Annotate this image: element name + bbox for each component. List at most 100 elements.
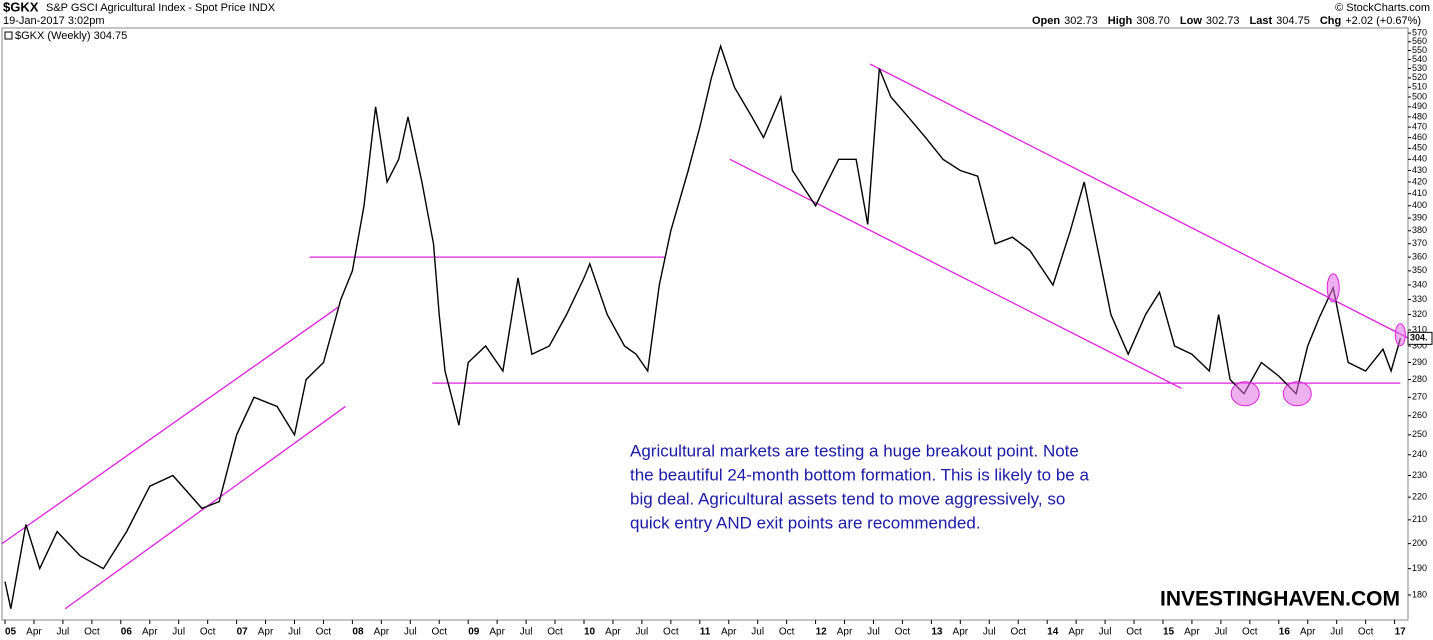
- x-tick-label: 08: [352, 627, 364, 638]
- x-tick-label: 16: [1279, 627, 1291, 638]
- x-tick-label: Apr: [374, 627, 390, 638]
- x-tick-label: Oct: [895, 627, 911, 638]
- x-tick-label: Oct: [779, 627, 795, 638]
- symbol: $GKX: [3, 0, 39, 14]
- y-tick-label: 260: [1412, 410, 1427, 420]
- y-tick-label: 380: [1412, 225, 1427, 235]
- index-name: S&P GSCI Agricultural Index - Spot Price…: [46, 2, 276, 14]
- y-tick-label: 350: [1412, 265, 1427, 275]
- y-tick-label: 320: [1412, 309, 1427, 319]
- y-tick-label: 180: [1412, 589, 1427, 599]
- plot-frame: [1, 27, 1409, 621]
- x-tick-label: 05: [5, 627, 17, 638]
- y-tick-label: 270: [1412, 392, 1427, 402]
- y-tick-label: 540: [1412, 54, 1427, 64]
- y-tick-label: 400: [1412, 200, 1427, 210]
- y-tick-label: 460: [1412, 132, 1427, 142]
- x-tick-label: Apr: [1184, 627, 1200, 638]
- x-tick-label: Apr: [953, 627, 969, 638]
- x-tick-label: Jul: [404, 627, 417, 638]
- x-tick-label: Jul: [288, 627, 301, 638]
- y-tick-label: 510: [1412, 82, 1427, 92]
- x-tick-label: Oct: [431, 627, 447, 638]
- annotation-line: the beautiful 24-month bottom formation.…: [630, 465, 1089, 484]
- x-tick-label: 17: [1395, 627, 1407, 638]
- x-tick-label: 12: [816, 627, 828, 638]
- x-tick-label: Jul: [983, 627, 996, 638]
- highlight: [1230, 381, 1260, 407]
- x-tick-label: Jul: [635, 627, 648, 638]
- x-tick-label: 13: [931, 627, 943, 638]
- stat-value: 302.73: [1064, 15, 1098, 27]
- y-tick-label: 290: [1412, 357, 1427, 367]
- x-tick-label: 06: [121, 627, 133, 638]
- x-tick-label: Jul: [520, 627, 533, 638]
- y-tick-label: 250: [1412, 429, 1427, 439]
- y-tick-label: 410: [1412, 188, 1427, 198]
- y-tick-label: 550: [1412, 45, 1427, 55]
- x-tick-label: Apr: [1300, 627, 1316, 638]
- y-tick-label: 280: [1412, 374, 1427, 384]
- x-tick-label: 14: [1047, 627, 1059, 638]
- x-tick-label: Oct: [1358, 627, 1374, 638]
- legend-icon: [4, 31, 13, 40]
- x-tick-label: Oct: [1010, 627, 1026, 638]
- timestamp: 19-Jan-2017 3:02pm: [3, 15, 105, 27]
- y-tick-label: 490: [1412, 101, 1427, 111]
- y-tick-label: 470: [1412, 122, 1427, 132]
- highlight: [1282, 381, 1312, 407]
- x-tick-label: Apr: [489, 627, 505, 638]
- y-tick-label: 440: [1412, 154, 1427, 164]
- x-tick-label: Jul: [1214, 627, 1227, 638]
- stat-label: Open: [1032, 15, 1060, 27]
- x-tick-label: 11: [700, 627, 711, 638]
- x-tick-label: Oct: [84, 627, 100, 638]
- x-tick-label: Jul: [867, 627, 880, 638]
- y-tick-label: 360: [1412, 251, 1427, 261]
- y-tick-label: 330: [1412, 294, 1427, 304]
- x-tick-label: Oct: [200, 627, 216, 638]
- price-tag-box: [1407, 331, 1433, 345]
- y-tick-label: 570: [1412, 27, 1427, 37]
- y-tick-label: 390: [1412, 212, 1427, 222]
- x-tick-label: Apr: [605, 627, 621, 638]
- highlight: [1394, 323, 1406, 347]
- x-tick-label: Apr: [837, 627, 853, 638]
- x-tick-label: Jul: [1330, 627, 1343, 638]
- y-tick-label: 430: [1412, 165, 1427, 175]
- y-tick-label: 300: [1412, 340, 1427, 350]
- x-tick-label: 09: [468, 627, 480, 638]
- x-tick-label: Oct: [547, 627, 563, 638]
- highlight: [1326, 273, 1340, 303]
- x-tick-label: Oct: [316, 627, 332, 638]
- x-tick-label: Apr: [721, 627, 737, 638]
- copyright: © StockCharts.com: [1335, 2, 1430, 14]
- x-tick-label: Jul: [751, 627, 764, 638]
- x-tick-label: Oct: [663, 627, 679, 638]
- stat-label: Chg: [1320, 15, 1341, 27]
- x-tick-label: 15: [1163, 627, 1175, 638]
- y-tick-label: 480: [1412, 111, 1427, 121]
- y-tick-label: 450: [1412, 143, 1427, 153]
- watermark: INVESTINGHAVEN.COM: [1160, 588, 1400, 611]
- y-tick-label: 370: [1412, 238, 1427, 248]
- x-tick-label: 10: [584, 627, 596, 638]
- stat-value: +2.02 (+0.67%): [1345, 15, 1421, 27]
- trendline: [1, 306, 339, 545]
- x-tick-label: Apr: [1068, 627, 1084, 638]
- price-line: [4, 43, 1402, 609]
- stat-label: Last: [1250, 15, 1273, 27]
- y-tick-label: 310: [1412, 324, 1427, 334]
- stat-label: Low: [1180, 15, 1202, 27]
- x-tick-label: Apr: [142, 627, 158, 638]
- x-tick-label: Apr: [26, 627, 42, 638]
- y-tick-label: 500: [1412, 91, 1427, 101]
- annotation-line: Agricultural markets are testing a huge …: [630, 441, 1079, 460]
- y-tick-label: 230: [1412, 470, 1427, 480]
- x-tick-label: Jul: [1099, 627, 1112, 638]
- stats: Open 302.73 High 308.70 Low 302.73 Last 304.75 C…: [1032, 15, 1421, 27]
- x-tick-label: 07: [237, 627, 249, 638]
- y-tick-label: 200: [1412, 538, 1427, 548]
